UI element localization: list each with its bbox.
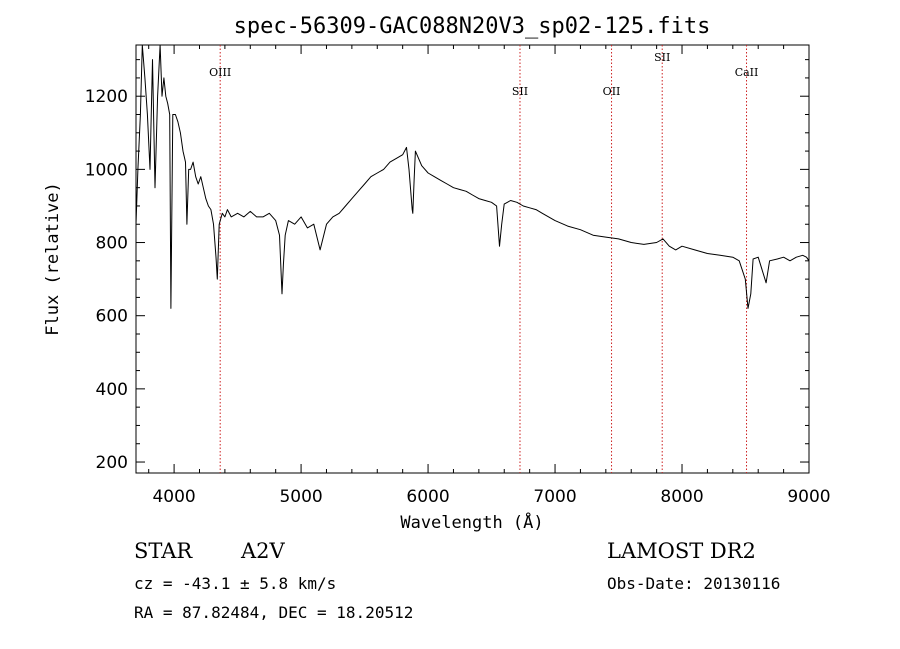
object-class: STAR bbox=[134, 539, 193, 563]
x-tick-label: 8000 bbox=[660, 487, 703, 507]
y-tick-label: 1000 bbox=[85, 160, 128, 180]
coordinates-line: RA = 87.82484, DEC = 18.20512 bbox=[134, 603, 414, 622]
x-tick-label: 9000 bbox=[787, 487, 830, 507]
marker-label-sii-1: SII bbox=[512, 85, 528, 98]
x-tick-label: 5000 bbox=[279, 487, 322, 507]
obs-date-line: Obs-Date: 20130116 bbox=[607, 574, 781, 593]
marker-label-oiii-0: OIII bbox=[209, 66, 231, 79]
marker-label-oii-2: OII bbox=[603, 85, 621, 98]
x-tick-label: 6000 bbox=[406, 487, 449, 507]
y-axis-label: Flux (relative) bbox=[43, 182, 63, 336]
spectral-subclass: A2V bbox=[241, 539, 285, 563]
plot-area: OIII SII OII SII CaII 4000 5000 6000 7000 8000 90… bbox=[85, 44, 831, 507]
plot-frame bbox=[135, 44, 810, 474]
x-axis-ticks: 4000 5000 6000 7000 8000 9000 bbox=[148, 45, 831, 507]
y-tick-label: 1200 bbox=[85, 87, 128, 107]
marker-label-caii-4: CaII bbox=[735, 66, 759, 79]
spectrum-series bbox=[135, 44, 810, 309]
y-tick-label: 400 bbox=[96, 380, 128, 400]
x-axis-label: Wavelength (Å) bbox=[400, 511, 543, 533]
x-tick-label: 4000 bbox=[152, 487, 195, 507]
y-tick-label: 800 bbox=[96, 234, 128, 254]
spectrum-line-0 bbox=[135, 44, 810, 309]
emission-line-markers: OIII SII OII SII CaII bbox=[209, 45, 758, 473]
chart-title: spec-56309-GAC088N20V3_sp02-125.fits bbox=[234, 14, 711, 39]
survey-name: LAMOST DR2 bbox=[607, 539, 756, 563]
y-axis-ticks: 200 400 600 800 1000 1200 bbox=[85, 59, 809, 473]
marker-label-sii-3: SII bbox=[654, 51, 670, 64]
y-tick-label: 200 bbox=[96, 453, 128, 473]
redshift-line: cz = -43.1 ± 5.8 km/s bbox=[134, 574, 337, 593]
y-tick-label: 600 bbox=[96, 307, 128, 327]
x-tick-label: 7000 bbox=[533, 487, 576, 507]
